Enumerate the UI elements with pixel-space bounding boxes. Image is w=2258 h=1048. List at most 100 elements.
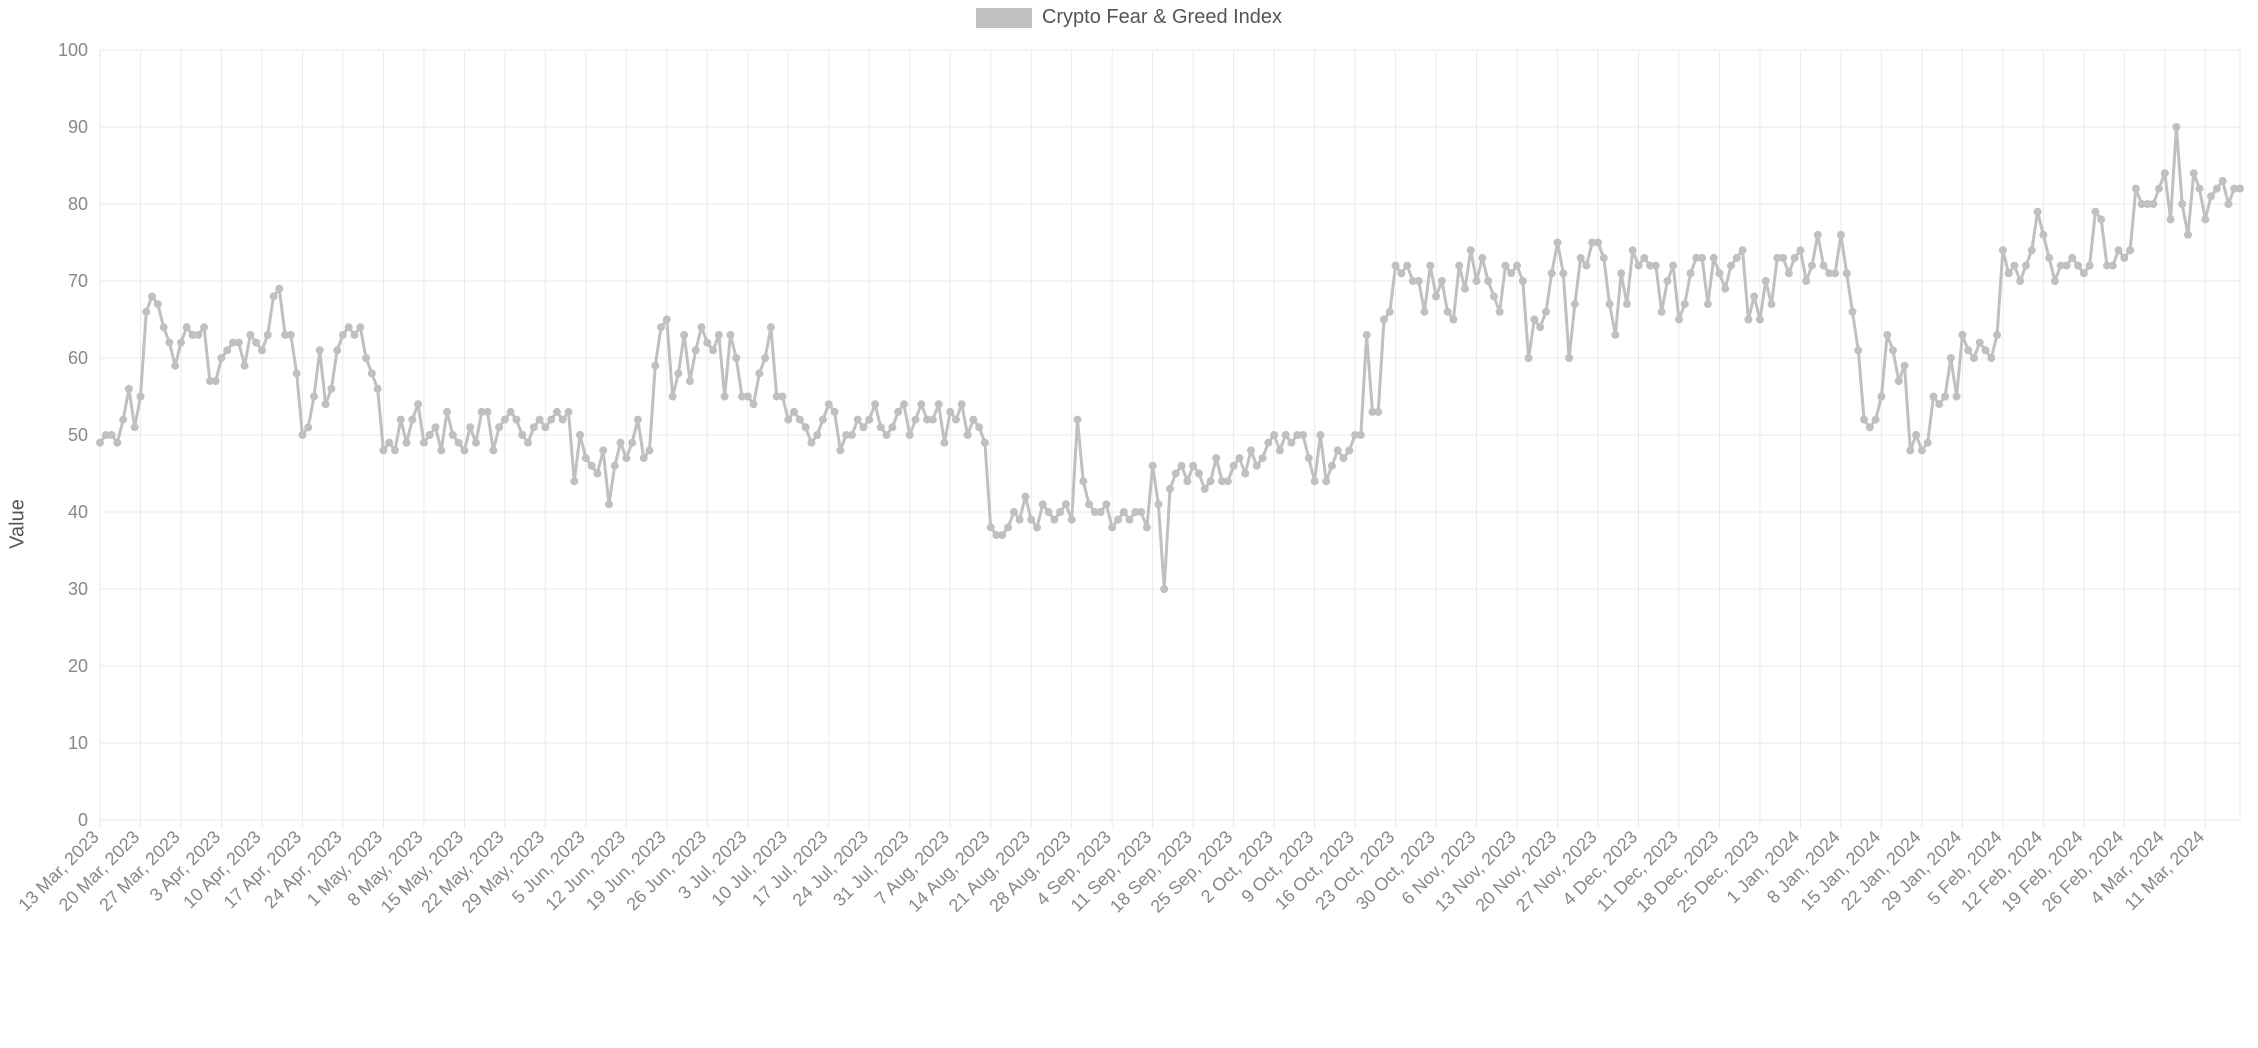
data-point[interactable] — [2219, 177, 2227, 185]
data-point[interactable] — [831, 408, 839, 416]
data-point[interactable] — [1883, 331, 1891, 339]
data-point[interactable] — [1415, 277, 1423, 285]
data-point[interactable] — [2022, 262, 2030, 270]
data-point[interactable] — [1484, 277, 1492, 285]
data-point[interactable] — [1993, 331, 2001, 339]
data-point[interactable] — [645, 446, 653, 454]
data-point[interactable] — [1478, 254, 1486, 262]
data-point[interactable] — [1600, 254, 1608, 262]
data-point[interactable] — [316, 346, 324, 354]
data-point[interactable] — [1496, 308, 1504, 316]
data-point[interactable] — [755, 369, 763, 377]
data-point[interactable] — [322, 400, 330, 408]
data-point[interactable] — [946, 408, 954, 416]
data-point[interactable] — [1750, 292, 1758, 300]
data-point[interactable] — [414, 400, 422, 408]
data-point[interactable] — [819, 416, 827, 424]
data-point[interactable] — [1999, 246, 2007, 254]
data-point[interactable] — [1160, 585, 1168, 593]
data-point[interactable] — [1629, 246, 1637, 254]
data-point[interactable] — [883, 431, 891, 439]
data-point[interactable] — [194, 331, 202, 339]
data-point[interactable] — [443, 408, 451, 416]
data-point[interactable] — [1108, 523, 1116, 531]
data-point[interactable] — [1929, 393, 1937, 401]
data-point[interactable] — [2086, 262, 2094, 270]
data-point[interactable] — [940, 439, 948, 447]
data-point[interactable] — [1704, 300, 1712, 308]
data-point[interactable] — [2039, 231, 2047, 239]
data-point[interactable] — [2080, 269, 2088, 277]
data-point[interactable] — [275, 285, 283, 293]
data-point[interactable] — [1762, 277, 1770, 285]
data-point[interactable] — [1739, 246, 1747, 254]
data-point[interactable] — [119, 416, 127, 424]
data-point[interactable] — [1756, 316, 1764, 324]
data-point[interactable] — [593, 470, 601, 478]
data-point[interactable] — [1345, 446, 1353, 454]
data-point[interactable] — [1247, 446, 1255, 454]
data-point[interactable] — [165, 339, 173, 347]
data-point[interactable] — [1438, 277, 1446, 285]
data-point[interactable] — [2190, 169, 2198, 177]
data-point[interactable] — [958, 400, 966, 408]
data-point[interactable] — [1982, 346, 1990, 354]
data-point[interactable] — [426, 431, 434, 439]
data-point[interactable] — [270, 292, 278, 300]
data-point[interactable] — [1473, 277, 1481, 285]
data-point[interactable] — [1617, 269, 1625, 277]
data-point[interactable] — [1802, 277, 1810, 285]
data-point[interactable] — [246, 331, 254, 339]
data-point[interactable] — [2224, 200, 2232, 208]
data-point[interactable] — [1779, 254, 1787, 262]
data-point[interactable] — [1554, 239, 1562, 247]
data-point[interactable] — [1085, 500, 1093, 508]
data-point[interactable] — [1397, 269, 1405, 277]
data-point[interactable] — [588, 462, 596, 470]
data-point[interactable] — [859, 423, 867, 431]
data-point[interactable] — [2149, 200, 2157, 208]
data-point[interactable] — [680, 331, 688, 339]
data-point[interactable] — [1270, 431, 1278, 439]
data-point[interactable] — [669, 393, 677, 401]
data-point[interactable] — [888, 423, 896, 431]
data-point[interactable] — [726, 331, 734, 339]
data-point[interactable] — [2062, 262, 2070, 270]
data-point[interactable] — [564, 408, 572, 416]
data-point[interactable] — [1016, 516, 1024, 524]
data-point[interactable] — [183, 323, 191, 331]
data-point[interactable] — [264, 331, 272, 339]
data-point[interactable] — [715, 331, 723, 339]
data-point[interactable] — [2051, 277, 2059, 285]
data-point[interactable] — [1594, 239, 1602, 247]
data-point[interactable] — [825, 400, 833, 408]
data-point[interactable] — [1045, 508, 1053, 516]
data-point[interactable] — [356, 323, 364, 331]
data-point[interactable] — [651, 362, 659, 370]
data-point[interactable] — [767, 323, 775, 331]
data-point[interactable] — [553, 408, 561, 416]
data-point[interactable] — [449, 431, 457, 439]
data-point[interactable] — [333, 346, 341, 354]
data-point[interactable] — [998, 531, 1006, 539]
data-point[interactable] — [1062, 500, 1070, 508]
data-point[interactable] — [2178, 200, 2186, 208]
data-point[interactable] — [1964, 346, 1972, 354]
data-point[interactable] — [929, 416, 937, 424]
data-point[interactable] — [495, 423, 503, 431]
data-point[interactable] — [1021, 493, 1029, 501]
data-point[interactable] — [1831, 269, 1839, 277]
data-point[interactable] — [1490, 292, 1498, 300]
data-point[interactable] — [1565, 354, 1573, 362]
data-point[interactable] — [617, 439, 625, 447]
data-point[interactable] — [1299, 431, 1307, 439]
data-point[interactable] — [217, 354, 225, 362]
data-point[interactable] — [987, 523, 995, 531]
data-point[interactable] — [2213, 185, 2221, 193]
data-point[interactable] — [981, 439, 989, 447]
data-point[interactable] — [1715, 269, 1723, 277]
data-point[interactable] — [1872, 416, 1880, 424]
data-point[interactable] — [1287, 439, 1295, 447]
data-point[interactable] — [917, 400, 925, 408]
data-point[interactable] — [1525, 354, 1533, 362]
